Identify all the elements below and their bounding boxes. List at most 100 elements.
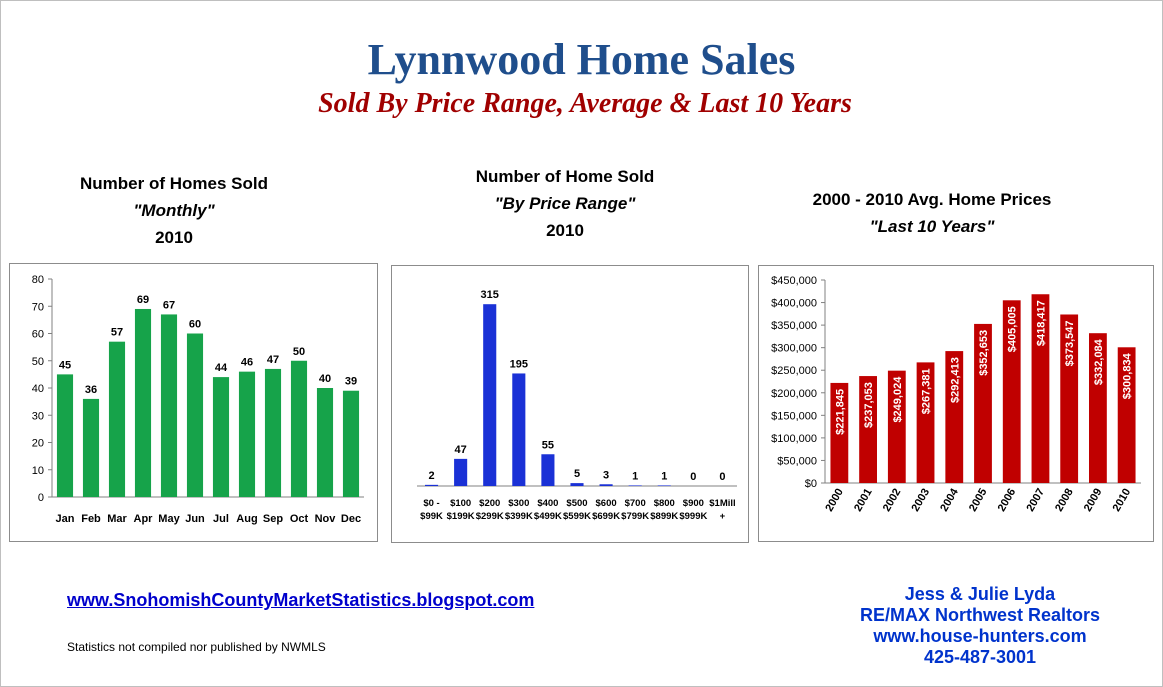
- bar: [483, 304, 497, 486]
- y-tick-label: 80: [32, 274, 44, 286]
- x-tick-label: $600: [596, 498, 617, 509]
- x-tick-label: $199K: [447, 511, 475, 522]
- bar: [570, 483, 584, 486]
- chart3-title-line1: 2000 - 2010 Avg. Home Prices: [812, 190, 1052, 209]
- bar: [945, 351, 964, 483]
- data-label: 5: [574, 468, 580, 480]
- bar: [974, 323, 992, 483]
- blog-link[interactable]: www.SnohomishCountyMarketStatistics.blog…: [67, 590, 535, 610]
- x-tick-label: $299K: [476, 511, 504, 522]
- chart1-panel: 0 10 20 30 40 50 60 70 80 45 Jan 36 Feb 57 Mar 69 Apr 67 M…: [9, 263, 378, 542]
- x-tick-label: $699K: [592, 511, 620, 522]
- chart3-title: 2000 - 2010 Avg. Home Prices "Last 10 Ye…: [782, 186, 1082, 240]
- y-tick-label: 20: [32, 438, 44, 450]
- x-tick-label: Jul: [213, 513, 229, 525]
- data-label: 39: [345, 376, 357, 388]
- x-tick-label: Feb: [81, 513, 101, 525]
- bar: [541, 454, 555, 486]
- bar: [186, 333, 204, 497]
- x-tick-label: 2009: [1082, 487, 1105, 514]
- chart1-title: Number of Homes Sold "Monthly" 2010: [24, 170, 324, 251]
- data-label: 50: [293, 346, 305, 358]
- x-tick-label: 2003: [910, 487, 933, 514]
- contact-name: Jess & Julie Lyda: [904, 584, 1056, 604]
- y-tick-label: 60: [32, 329, 44, 341]
- x-tick-label: $800: [654, 498, 675, 509]
- bar: [290, 360, 308, 497]
- x-tick-label: 2008: [1053, 487, 1076, 514]
- y-tick-label: $50,000: [777, 455, 817, 467]
- x-tick-label: $799K: [621, 511, 649, 522]
- x-tick-label: Apr: [134, 513, 154, 525]
- x-tick-label: Nov: [315, 513, 337, 525]
- data-label: 1: [661, 470, 667, 482]
- data-label: 36: [85, 384, 97, 396]
- bar: [108, 341, 126, 497]
- y-tick-label: 70: [32, 301, 44, 313]
- data-label: $405,005: [1007, 306, 1019, 352]
- data-label: 2: [428, 470, 434, 482]
- y-tick-label: 50: [32, 356, 44, 368]
- bar: [830, 382, 849, 483]
- chart1-svg: 0 10 20 30 40 50 60 70 80 45 Jan 36 Feb 57 Mar 69 Apr 67 M…: [32, 274, 364, 525]
- x-tick-label: May: [158, 513, 180, 525]
- bar: [628, 485, 642, 486]
- data-label: 47: [455, 444, 467, 456]
- x-tick-label: $200: [479, 498, 500, 509]
- data-label: $352,653: [978, 330, 990, 376]
- y-tick-label: $0: [805, 478, 817, 490]
- x-tick-label: Jun: [185, 513, 205, 525]
- x-tick-label: $499K: [534, 511, 562, 522]
- data-label: 67: [163, 299, 175, 311]
- chart1-title-line2: "Monthly": [133, 201, 215, 220]
- bar: [859, 376, 877, 483]
- data-label: 3: [603, 469, 609, 481]
- y-tick-label: $250,000: [771, 365, 817, 377]
- x-tick-label: Dec: [341, 513, 361, 525]
- x-tick-label: $999K: [679, 511, 707, 522]
- data-label: 195: [510, 358, 528, 370]
- x-tick-label: $400: [537, 498, 558, 509]
- chart3-panel: $0 $50,000 $100,000 $150,000 $200,000 $250,00…: [758, 265, 1154, 542]
- bar: [342, 390, 360, 497]
- bar: [887, 370, 906, 483]
- chart1-title-line3: 2010: [155, 228, 193, 247]
- bar: [599, 484, 613, 486]
- x-tick-label: 2002: [881, 487, 904, 514]
- x-tick-label: 2006: [996, 487, 1019, 514]
- bar: [238, 371, 256, 497]
- chart3-svg: $0 $50,000 $100,000 $150,000 $200,000 $250,00…: [771, 275, 1141, 514]
- data-label: $292,413: [949, 357, 961, 403]
- data-label: $332,084: [1093, 338, 1105, 385]
- x-tick-label: Oct: [290, 513, 309, 525]
- data-label: $267,381: [921, 368, 933, 414]
- x-tick-label: $300: [508, 498, 529, 509]
- x-tick-label: $899K: [650, 511, 678, 522]
- contact-block: Jess & Julie Lyda RE/MAX Northwest Realt…: [820, 584, 1140, 668]
- bar: [1117, 347, 1136, 483]
- page-title: Lynnwood Home Sales: [367, 35, 796, 84]
- chart2-panel: 2 $0 - $99K 47 $100 $199K 315 $200 $299K 195 $300 $…: [391, 265, 749, 543]
- y-tick-label: $450,000: [771, 275, 817, 287]
- data-label: 1: [632, 470, 638, 482]
- data-label: $418,417: [1035, 300, 1047, 346]
- bar: [454, 458, 468, 486]
- data-label: 60: [189, 319, 201, 331]
- x-tick-label: $500: [566, 498, 587, 509]
- x-tick-label: $0 -: [423, 498, 439, 509]
- data-label: 0: [719, 471, 725, 483]
- chart2-svg: 2$0 -$99K47$100$199K315$200$299K195$300$…: [417, 289, 737, 522]
- x-tick-label: $700: [625, 498, 646, 509]
- data-label: 315: [481, 289, 499, 301]
- x-tick-label: $99K: [420, 511, 443, 522]
- bar: [1031, 294, 1050, 483]
- contact-website[interactable]: www.house-hunters.com: [873, 626, 1087, 646]
- bar: [916, 362, 935, 483]
- data-label: 57: [111, 327, 123, 339]
- bar: [134, 308, 152, 497]
- data-label: 45: [59, 359, 71, 371]
- x-tick-label: Mar: [107, 513, 127, 525]
- x-tick-label: Sep: [263, 513, 283, 525]
- chart2-title: Number of Home Sold "By Price Range" 201…: [415, 163, 715, 244]
- y-tick-label: $400,000: [771, 298, 817, 310]
